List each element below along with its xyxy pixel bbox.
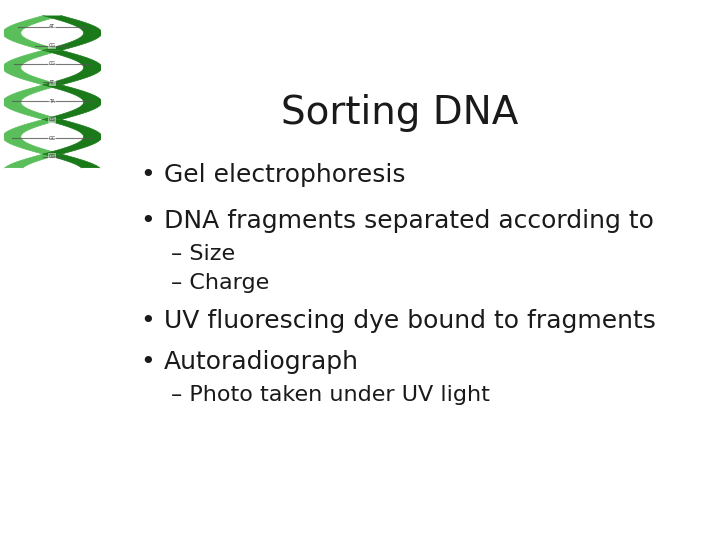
- Text: – Size: – Size: [171, 244, 235, 264]
- Text: CG: CG: [49, 154, 55, 159]
- Text: UV fluorescing dye bound to fragments: UV fluorescing dye bound to fragments: [163, 308, 655, 333]
- Polygon shape: [3, 85, 62, 120]
- Text: CG: CG: [49, 62, 55, 66]
- Text: •: •: [140, 209, 155, 233]
- Text: – Charge: – Charge: [171, 273, 269, 293]
- Polygon shape: [42, 85, 102, 120]
- Text: CG: CG: [49, 117, 55, 122]
- Text: •: •: [140, 163, 155, 187]
- Text: AT: AT: [49, 24, 55, 30]
- Text: •: •: [140, 350, 155, 374]
- Polygon shape: [3, 16, 62, 50]
- Polygon shape: [4, 154, 61, 168]
- Polygon shape: [3, 50, 61, 85]
- Text: TA: TA: [49, 99, 55, 104]
- Text: Autoradiograph: Autoradiograph: [163, 350, 359, 374]
- Text: – Photo taken under UV light: – Photo taken under UV light: [171, 386, 490, 406]
- Text: GC: GC: [49, 136, 55, 140]
- Text: DNA fragments separated according to: DNA fragments separated according to: [163, 209, 654, 233]
- Text: Gel electrophoresis: Gel electrophoresis: [163, 163, 405, 187]
- Polygon shape: [43, 50, 102, 85]
- Text: CG: CG: [49, 43, 55, 48]
- Polygon shape: [43, 154, 100, 168]
- Text: Sorting DNA: Sorting DNA: [281, 93, 518, 132]
- Text: •: •: [140, 308, 155, 333]
- Text: AT: AT: [49, 80, 55, 85]
- Polygon shape: [3, 120, 62, 154]
- Polygon shape: [42, 16, 102, 50]
- Polygon shape: [42, 120, 102, 154]
